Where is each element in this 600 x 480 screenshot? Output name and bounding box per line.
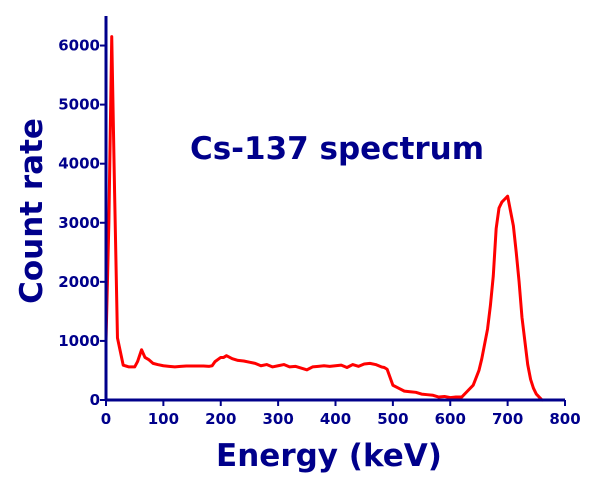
series-line-0 [104,35,544,402]
x-tick-label-300: 300 [262,410,293,428]
x-tick-label-0: 0 [101,410,111,428]
series-layer [104,35,544,402]
tick-layer: 0 100 200 300 400 500 600 700 800 0 1000 2000 3000 40… [58,37,580,428]
y-tick-label-0: 0 [90,391,100,409]
y-tick-label-1000: 1000 [58,332,100,350]
x-tick-label-800: 800 [549,410,580,428]
y-tick-label-4000: 4000 [58,155,100,173]
y-tick-label-2000: 2000 [58,273,100,291]
chart-title: Cs-137 spectrum [190,131,484,167]
x-tick-label-100: 100 [148,410,179,428]
x-tick-label-700: 700 [492,410,523,428]
y-tick-label-3000: 3000 [58,214,100,232]
x-tick-label-200: 200 [205,410,236,428]
y-tick-label-5000: 5000 [58,96,100,114]
y-axis-title: Count rate [14,118,50,304]
y-tick-label-6000: 6000 [58,37,100,55]
x-axis-title: Energy (keV) [216,438,442,474]
x-tick-label-400: 400 [320,410,351,428]
x-tick-label-600: 600 [435,410,466,428]
x-tick-label-500: 500 [377,410,408,428]
